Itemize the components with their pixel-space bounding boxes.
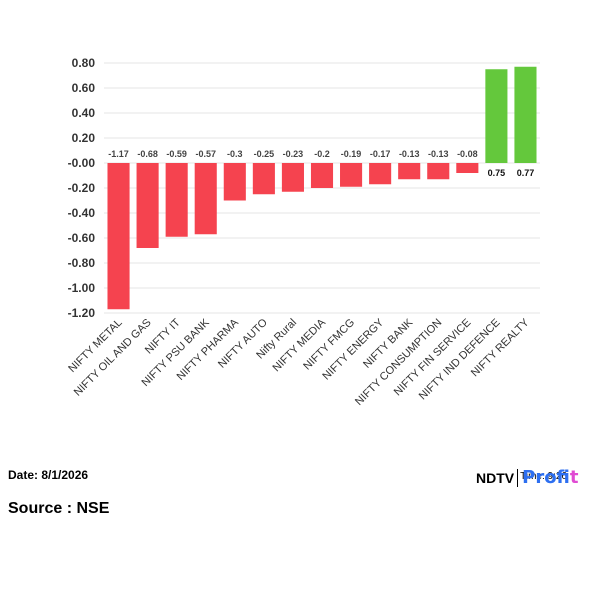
value-label: -0.19 xyxy=(341,149,362,159)
y-tick-label: -0.80 xyxy=(68,256,96,270)
bar xyxy=(514,66,537,163)
y-tick-label: 0.60 xyxy=(72,81,96,95)
y-axis-ticks: 0.80 0.60 0.40 0.20 -0.00 -0.20 -0.40 -0.60 -0.8… xyxy=(68,56,96,320)
logo-separator xyxy=(517,469,519,487)
logo-ndtv-text: NDTV xyxy=(476,470,515,486)
bar xyxy=(427,163,450,180)
bar xyxy=(223,163,246,201)
bar xyxy=(252,163,275,195)
y-tick-label: -1.00 xyxy=(68,281,96,295)
value-labels: -1.17 -0.68 -0.59 -0.57 -0.3 -0.25 -0.23 -0.2 -0… xyxy=(108,149,534,178)
logo-profit-main: Prof xyxy=(522,467,570,488)
bar xyxy=(107,163,130,310)
logo-profit-accent: it xyxy=(569,467,579,488)
bar xyxy=(194,163,217,235)
bar xyxy=(398,163,421,180)
y-tick-label: -0.60 xyxy=(68,231,96,245)
y-tick-label: -0.20 xyxy=(68,181,96,195)
y-tick-label: 0.80 xyxy=(72,56,96,70)
sector-bar-chart: 0.80 0.60 0.40 0.20 -0.00 -0.20 -0.40 -0.60 -0.8… xyxy=(66,56,540,408)
bars xyxy=(107,66,537,310)
y-tick-label: -0.00 xyxy=(68,156,96,170)
value-label: -0.23 xyxy=(283,149,304,159)
bar xyxy=(310,163,334,188)
value-label: -0.25 xyxy=(254,149,275,159)
ndtv-profit-logo: NDTV Time: 9:26 Profit xyxy=(476,466,579,490)
source-label: Source : NSE xyxy=(8,500,110,517)
logo-profit-text: Profit xyxy=(522,467,578,488)
value-label: -0.2 xyxy=(314,149,330,159)
bar xyxy=(485,69,508,163)
logo-profit-block: Time: 9:26 Profit xyxy=(520,467,578,489)
y-tick-label: 0.40 xyxy=(72,106,96,120)
value-label: -1.17 xyxy=(108,149,129,159)
bar xyxy=(369,163,392,185)
value-label: -0.68 xyxy=(137,149,158,159)
value-label: -0.57 xyxy=(195,149,216,159)
y-tick-label: -1.20 xyxy=(68,306,96,320)
y-tick-label: -0.40 xyxy=(68,206,96,220)
bar xyxy=(165,163,188,237)
bar xyxy=(456,163,479,173)
value-label: -0.08 xyxy=(457,149,478,159)
value-label: -0.3 xyxy=(227,149,243,159)
value-label: 0.75 xyxy=(488,168,506,178)
date-label: Date: 8/1/2026 xyxy=(8,468,89,482)
bar xyxy=(340,163,363,187)
value-label: -0.13 xyxy=(428,149,449,159)
value-label: -0.17 xyxy=(370,149,391,159)
y-tick-label: 0.20 xyxy=(72,131,96,145)
value-label: -0.13 xyxy=(399,149,420,159)
bar xyxy=(281,163,304,192)
bar xyxy=(136,163,159,248)
value-label: 0.77 xyxy=(517,168,535,178)
timestamp-label: Time: 9:26 xyxy=(520,471,567,482)
value-label: -0.59 xyxy=(166,149,187,159)
